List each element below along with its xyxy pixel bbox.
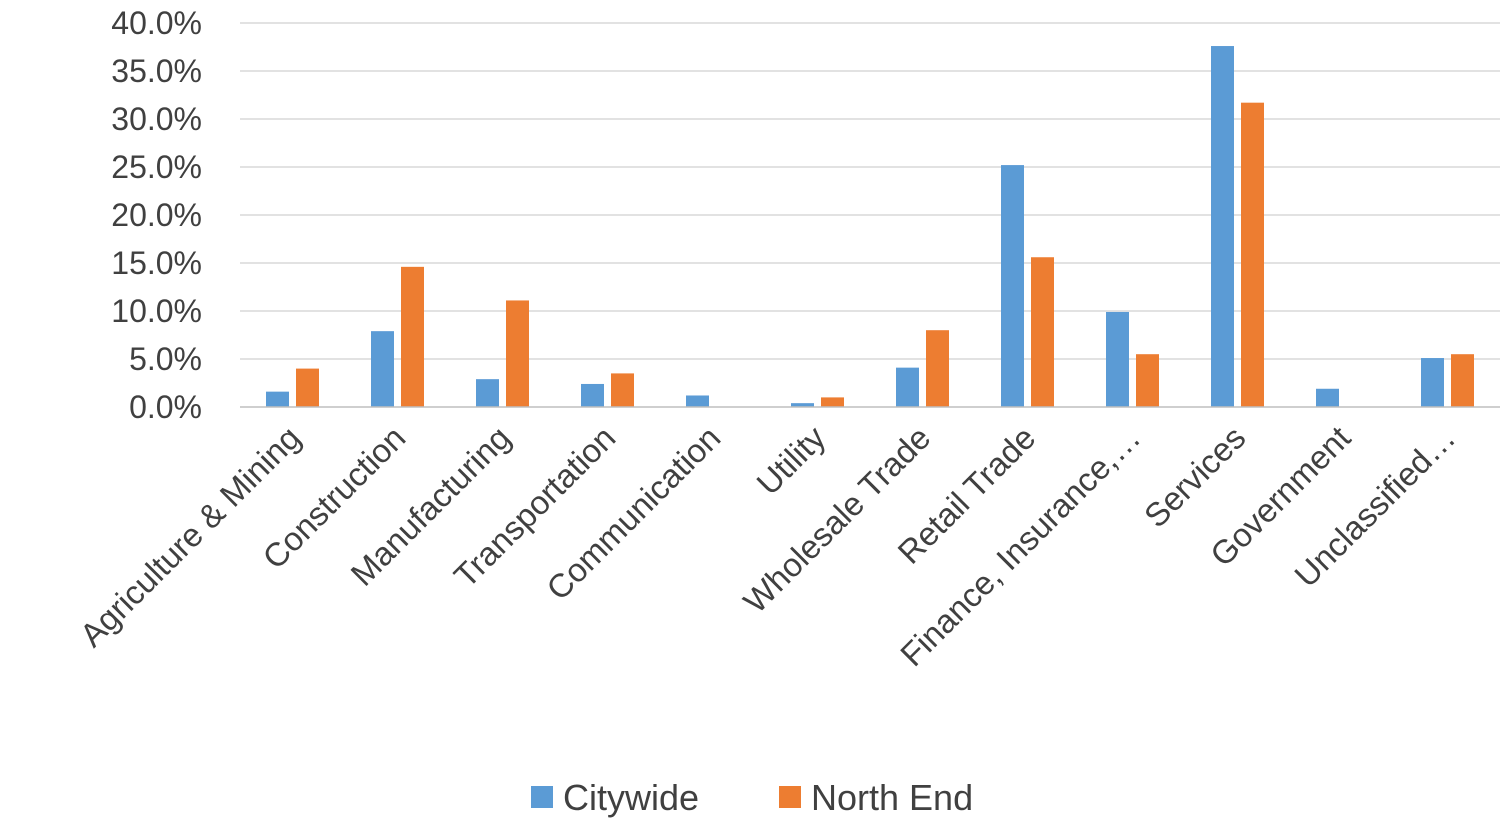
bar-north-end [506,300,529,407]
bar-north-end [1031,257,1054,407]
bar-citywide [896,367,919,407]
x-category-label: Wholesale Trade [736,419,937,620]
bar-citywide [1421,358,1444,407]
y-tick-label: 10.0% [111,293,202,329]
bar-citywide [791,403,814,407]
y-tick-label: 25.0% [111,149,202,185]
y-tick-label: 0.0% [129,389,202,425]
bar-citywide [476,379,499,407]
y-axis-tick-labels: 0.0% 5.0% 10.0% 15.0% 20.0% 25.0% 30.0% 35.0% 40… [111,5,202,425]
bar-citywide [266,391,289,407]
bar-citywide [581,383,604,407]
legend-swatch [531,786,553,808]
legend: Citywide North End [531,777,973,818]
bar-north-end [821,397,844,407]
y-tick-label: 35.0% [111,53,202,89]
bar-citywide [1001,165,1024,407]
bars [266,46,1474,408]
bar-citywide [371,331,394,407]
bar-citywide [686,395,709,407]
bar-north-end [1136,354,1159,407]
bar-citywide [1211,46,1234,407]
y-tick-label: 15.0% [111,245,202,281]
x-category-label: Utility [749,418,833,502]
bar-north-end [1451,354,1474,407]
y-tick-label: 20.0% [111,197,202,233]
legend-label: Citywide [563,777,699,818]
y-tick-label: 5.0% [129,341,202,377]
bar-citywide [1316,388,1339,407]
bar-north-end [296,368,319,407]
y-tick-label: 30.0% [111,101,202,137]
y-tick-label: 40.0% [111,5,202,41]
legend-swatch [779,786,801,808]
bar-north-end [926,330,949,407]
bar-north-end [611,373,634,407]
legend-label: North End [811,777,973,818]
bar-north-end [401,266,424,407]
x-axis-category-labels: Agriculture & MiningConstructionManufact… [72,418,1462,673]
gridlines [240,22,1500,360]
bar-citywide [1106,311,1129,407]
bar-north-end [1241,102,1264,408]
